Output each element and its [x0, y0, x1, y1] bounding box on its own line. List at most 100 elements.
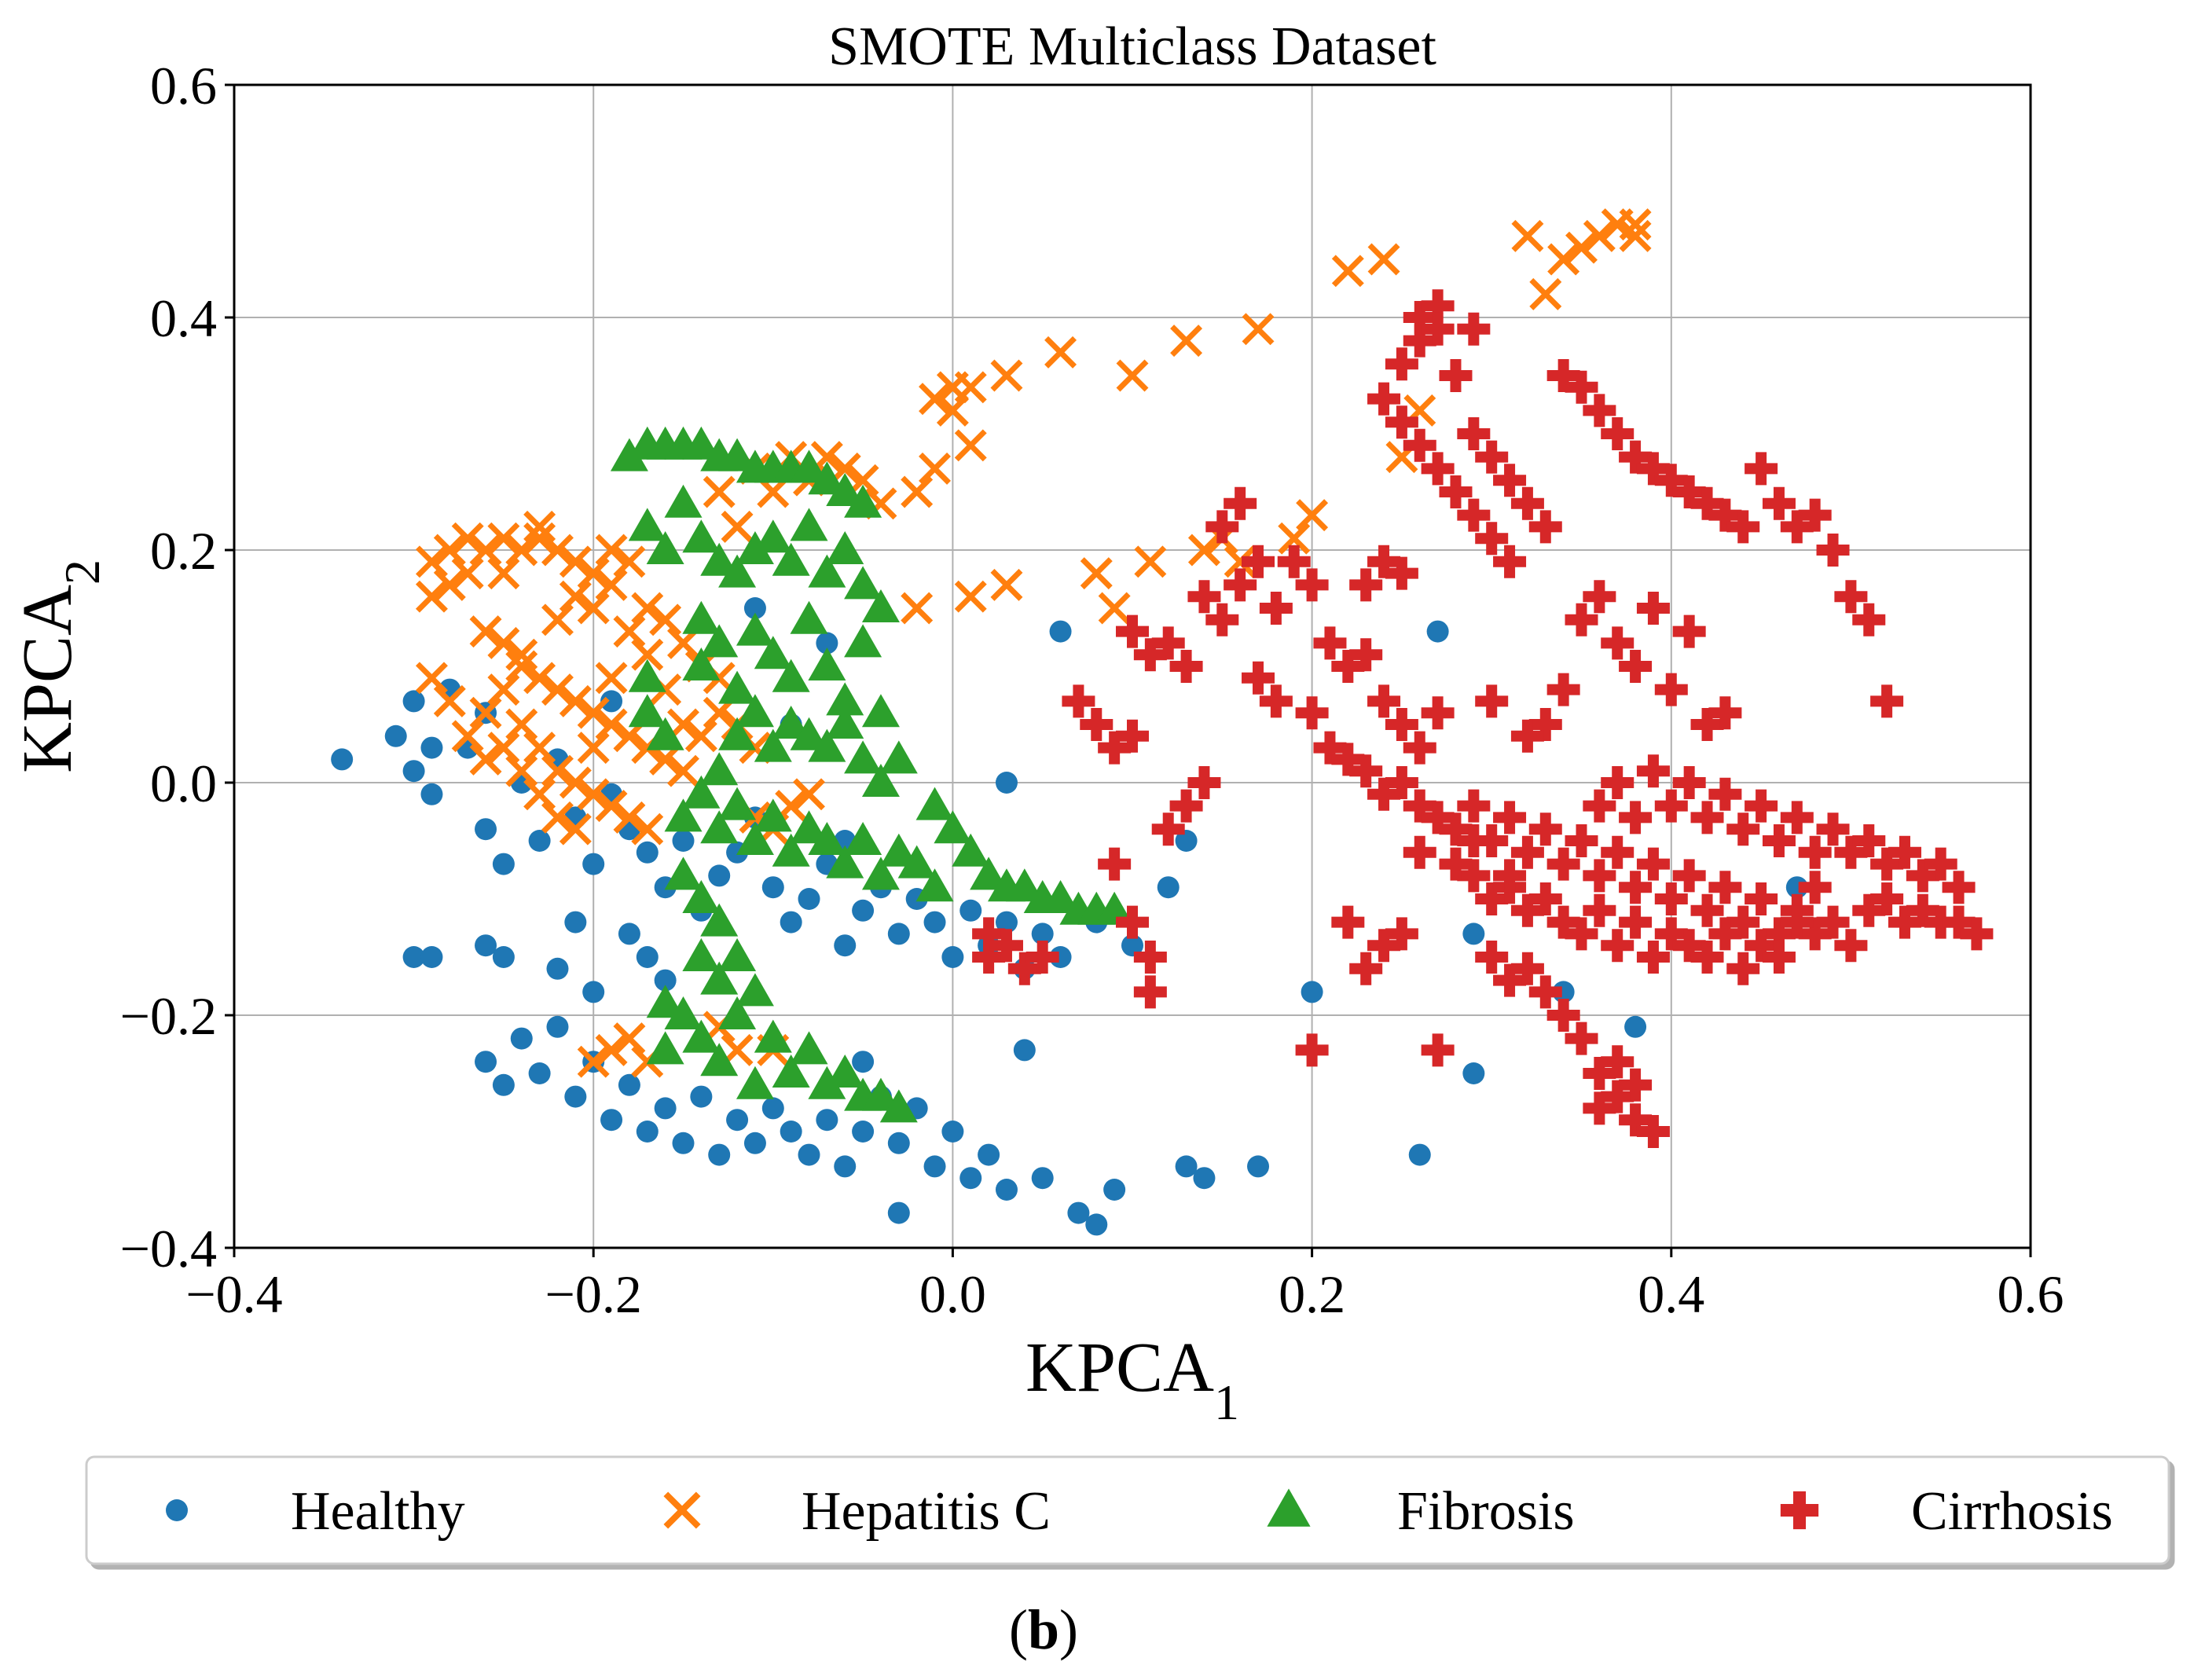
data-point [402, 760, 425, 783]
data-point [708, 1143, 731, 1166]
data-point [1726, 510, 1760, 544]
data-point [1367, 382, 1401, 416]
data-point [1690, 941, 1724, 974]
data-point [636, 1121, 659, 1143]
data-point [879, 740, 918, 774]
data-point [541, 754, 574, 787]
data-point [1816, 812, 1850, 846]
data-point [754, 728, 792, 762]
data-point [1426, 620, 1449, 643]
data-point [1690, 801, 1724, 834]
data-point [1690, 486, 1724, 520]
data-point [1834, 929, 1868, 963]
data-point [541, 801, 574, 834]
data-point [564, 911, 587, 934]
data-point [954, 371, 987, 404]
data-point [1888, 835, 1921, 869]
data-point [1085, 1213, 1108, 1236]
legend-item-healthy: Healthy [166, 1481, 465, 1542]
data-point [1619, 219, 1652, 252]
data-point [1546, 359, 1580, 392]
data-point [582, 981, 605, 1003]
data-point [613, 1022, 646, 1055]
data-point [1457, 312, 1491, 346]
data-point [451, 720, 484, 753]
data-point [826, 473, 864, 506]
data-point [852, 899, 875, 922]
data-point [559, 812, 592, 846]
data-point [897, 845, 936, 879]
data-point [1547, 243, 1580, 276]
data-point [954, 429, 987, 462]
data-point [816, 1109, 838, 1132]
data-point [577, 696, 610, 729]
data-point [541, 534, 574, 567]
data-point [487, 673, 520, 706]
data-point [826, 1055, 864, 1088]
data-point [1242, 661, 1275, 695]
data-point [772, 1055, 810, 1088]
data-point [1798, 498, 1832, 532]
data-point [577, 1045, 610, 1078]
data-point [1403, 301, 1436, 334]
data-point [1726, 812, 1760, 846]
data-point [808, 554, 846, 588]
data-point [595, 568, 628, 601]
data-point [646, 985, 684, 1018]
data-point [1116, 719, 1149, 753]
data-point [1007, 952, 1041, 985]
data-point [1421, 312, 1455, 346]
data-point [1259, 684, 1293, 718]
data-point [798, 1143, 820, 1166]
data-point [718, 996, 757, 1029]
data-point [1528, 975, 1562, 1009]
data-point [941, 1121, 964, 1143]
data-point [1169, 650, 1203, 683]
data-point [700, 542, 739, 576]
data-point [901, 592, 934, 625]
data-point [1798, 917, 1832, 951]
data-point [901, 475, 934, 508]
data-point [613, 545, 646, 578]
data-point [1834, 835, 1868, 869]
data-point [577, 557, 610, 590]
data-point [1493, 963, 1527, 997]
data-point [1672, 859, 1706, 893]
data-point [1583, 580, 1616, 614]
data-point [780, 1121, 802, 1143]
data-point [1762, 917, 1796, 951]
data-point [1403, 789, 1436, 823]
data-point [682, 647, 721, 680]
data-point [919, 452, 952, 485]
data-point [487, 522, 520, 555]
x-axis-label: KPCA1 [1025, 1329, 1239, 1430]
data-point [1852, 603, 1886, 636]
data-point [559, 545, 592, 578]
data-point [700, 624, 739, 658]
data-point [1385, 917, 1418, 951]
data-point [1013, 1039, 1036, 1062]
data-point [672, 830, 695, 852]
legend-marker-hepatitis-c [663, 1491, 701, 1529]
data-point [1331, 650, 1365, 683]
data-point [582, 853, 605, 875]
data-point [1888, 905, 1921, 939]
y-axis-label: KPCA2 [9, 559, 110, 773]
data-point [1403, 731, 1436, 765]
data-point [1510, 893, 1544, 927]
data-point [1278, 522, 1311, 555]
data-point [1385, 766, 1418, 799]
data-point [505, 534, 538, 567]
data-point [772, 833, 810, 867]
data-point [1745, 452, 1778, 486]
axis-ticks: −0.4 −0.2 0.0 0.2 0.4 0.6 −0.4 −0.2 0.0 0.2 0.4 0.6 [120, 56, 2064, 1324]
data-point [1619, 1068, 1653, 1102]
y-tick-label: 0.6 [150, 56, 217, 116]
data-point [1367, 777, 1401, 811]
data-point [1439, 359, 1473, 392]
data-point [1510, 835, 1544, 869]
data-point [790, 810, 828, 844]
data-point [402, 946, 425, 968]
data-point [772, 658, 810, 692]
data-point [754, 798, 792, 832]
